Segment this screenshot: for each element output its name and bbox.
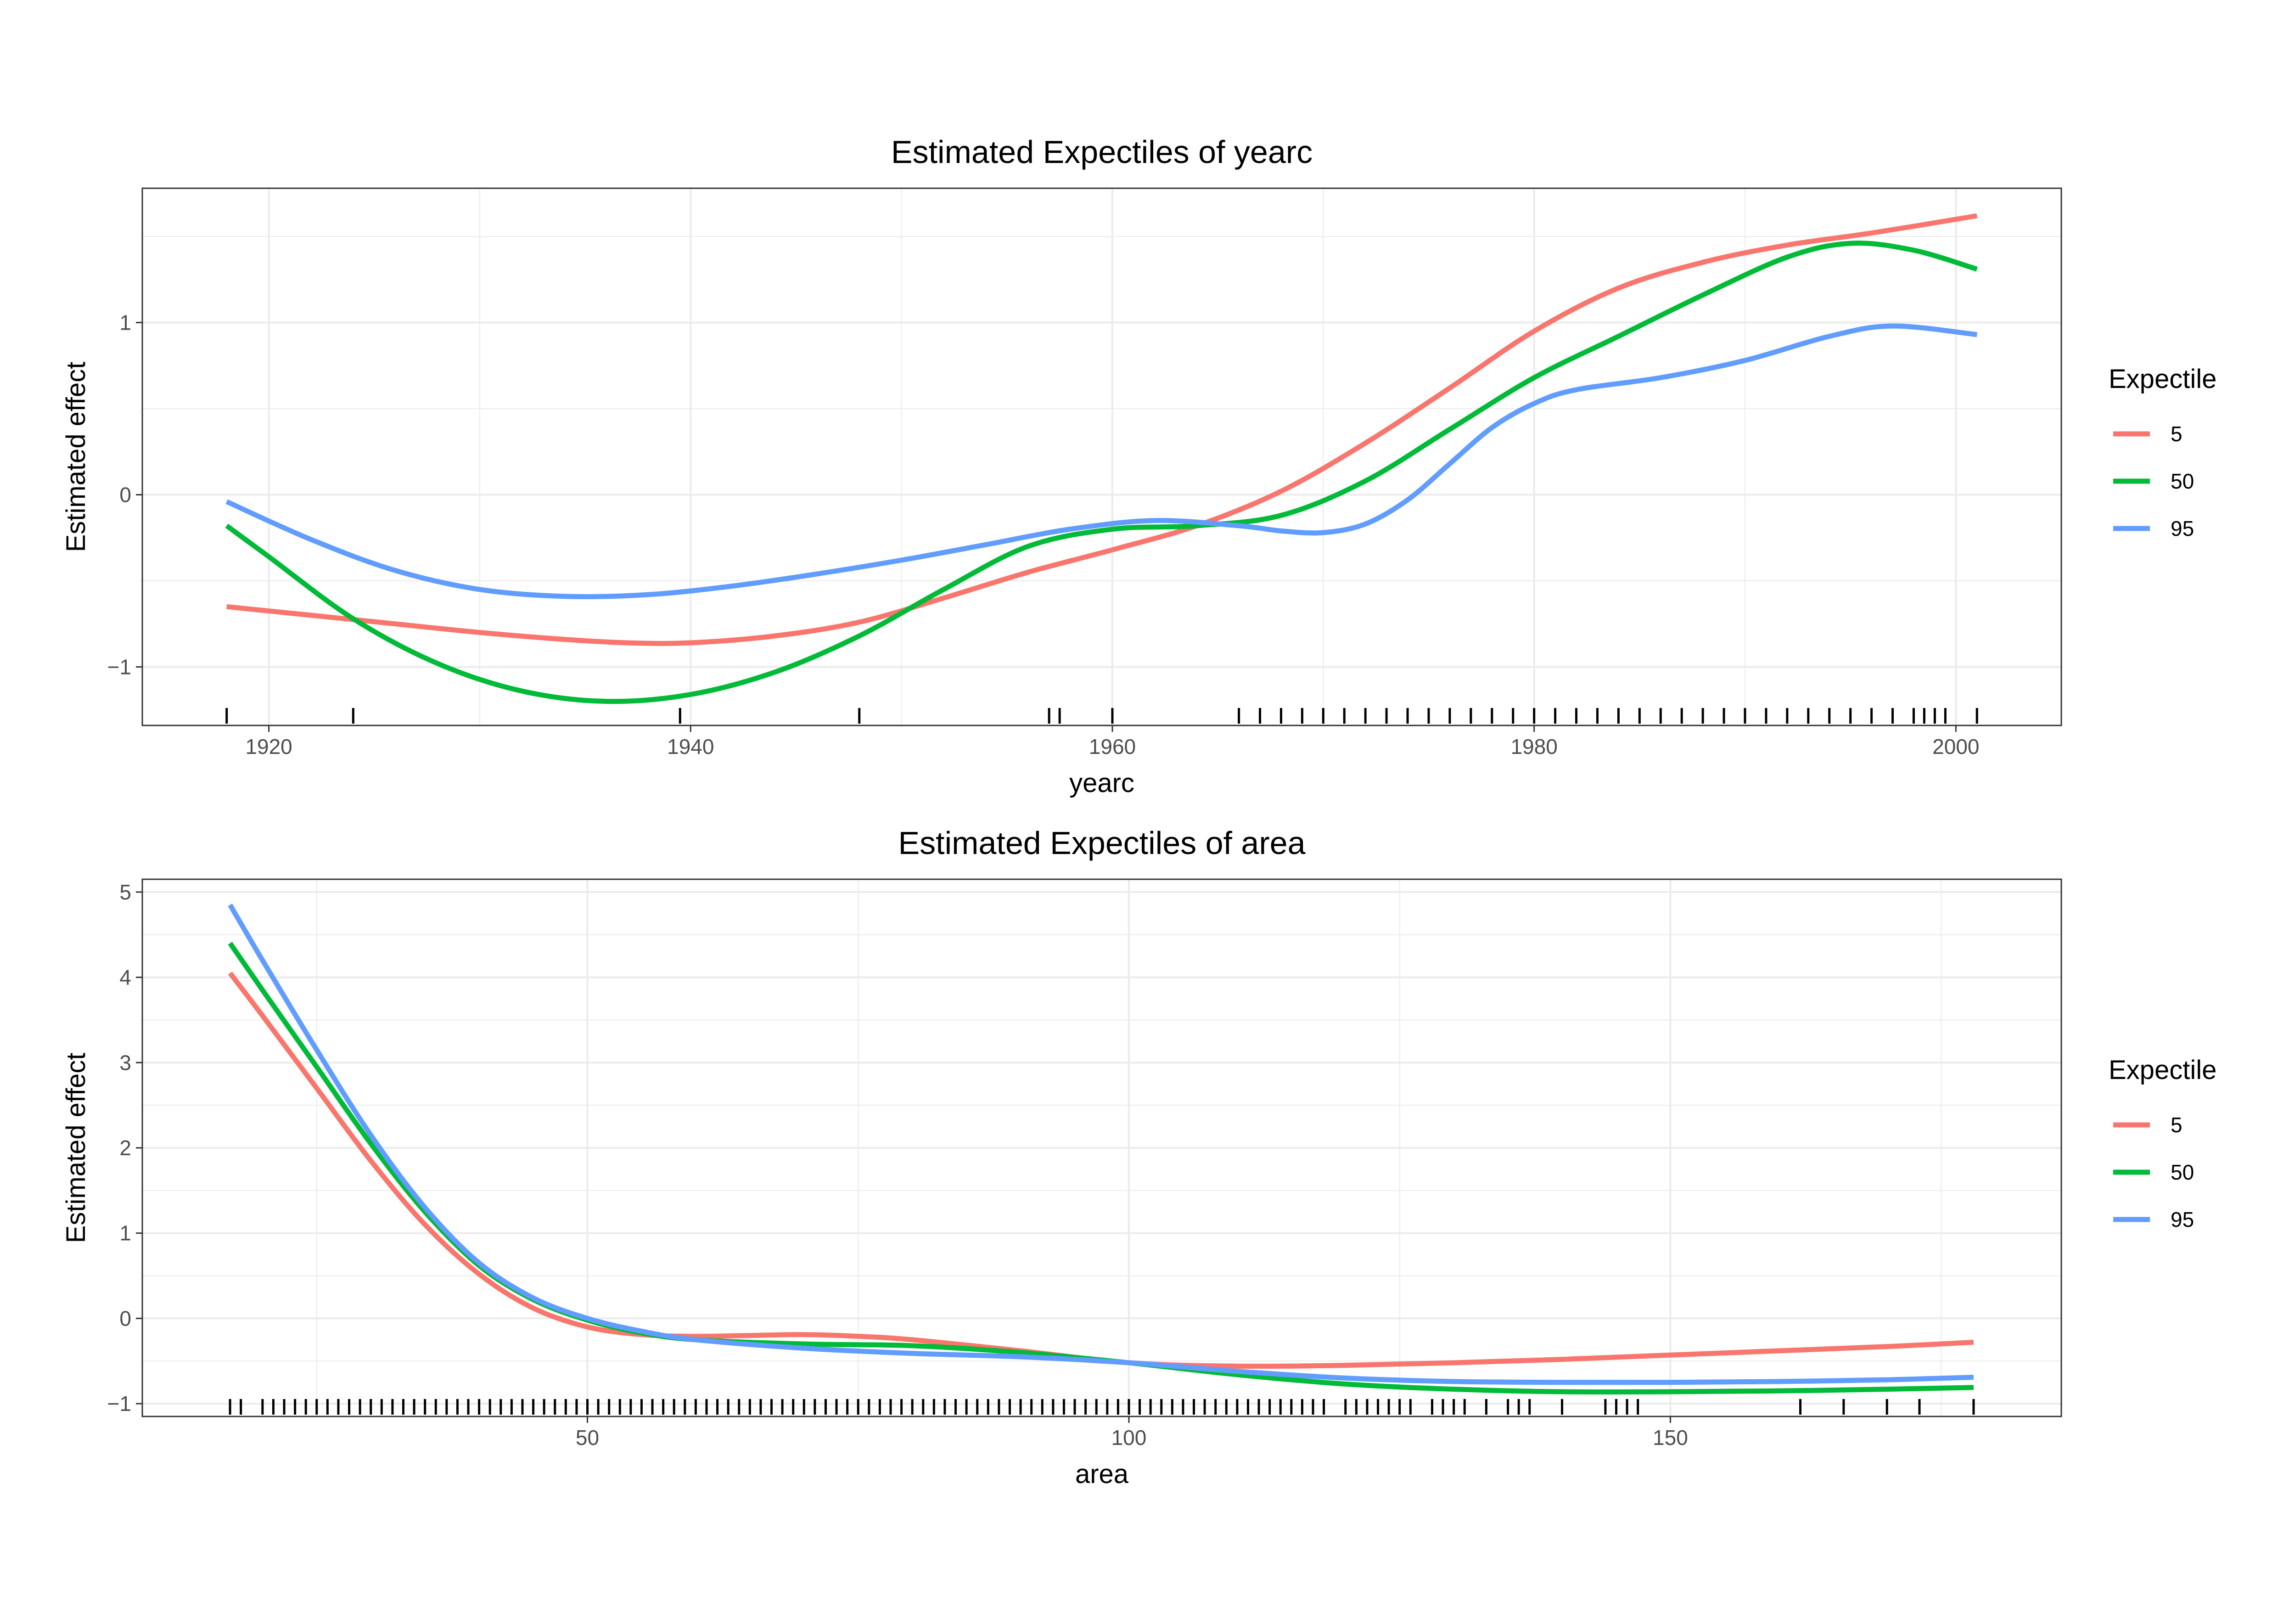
x-axis-title: area [1075, 1459, 1129, 1489]
chart-title: Estimated Expectiles of area [898, 825, 1305, 861]
y-tick-label: 0 [119, 483, 131, 507]
rug [225, 708, 1978, 724]
x-tick-label: 2000 [1932, 735, 1979, 759]
y-tick-label: 0 [119, 1306, 131, 1330]
chart-area: 50 100 150 −1 0 1 2 3 4 5 Estimated Expectiles of… [61, 825, 2216, 1489]
series-lines [228, 903, 1974, 1395]
legend-label-95: 95 [2171, 517, 2194, 540]
legend-title: Expectile [2109, 1055, 2216, 1085]
plot-background [142, 188, 2061, 725]
rug [229, 1399, 1975, 1415]
legend: Expectile 5 50 95 [2109, 1055, 2216, 1231]
plot-border [141, 187, 2062, 726]
series-line-50 [228, 942, 1974, 1395]
grid [142, 188, 2061, 725]
legend: Expectile 5 50 95 [2109, 364, 2216, 540]
chart-yearc: 1920 1940 1960 1980 2000 −1 0 1 Estimated Expec… [61, 134, 2216, 798]
x-tick-label: 1940 [667, 735, 714, 759]
y-tick-label: 3 [119, 1051, 131, 1074]
series-line-50 [225, 241, 1978, 704]
grid [142, 879, 2061, 1416]
y-axis-title: Estimated effect [61, 362, 91, 552]
y-tick-label: 4 [119, 966, 131, 989]
axes: 50 100 150 −1 0 1 2 3 4 5 [107, 880, 1688, 1450]
x-tick-label: 150 [1653, 1426, 1688, 1450]
y-tick-label: 1 [119, 311, 131, 335]
legend-title: Expectile [2109, 364, 2216, 394]
y-axis-title: Estimated effect [61, 1053, 91, 1243]
legend-label-95: 95 [2171, 1208, 2194, 1231]
y-tick-label: −1 [107, 655, 131, 679]
legend-label-50: 50 [2171, 1160, 2194, 1184]
x-tick-label: 1920 [245, 735, 292, 759]
series-line-5 [228, 971, 1974, 1369]
axes: 1920 1940 1960 1980 2000 −1 0 1 [107, 311, 1980, 759]
legend-label-5: 5 [2171, 1113, 2183, 1137]
legend-label-5: 5 [2171, 422, 2183, 446]
series-lines [225, 213, 1978, 704]
y-tick-label: 1 [119, 1221, 131, 1245]
x-tick-label: 1960 [1089, 735, 1136, 759]
legend-label-50: 50 [2171, 469, 2194, 493]
x-tick-label: 1980 [1510, 735, 1557, 759]
y-tick-label: 2 [119, 1136, 131, 1160]
series-line-95 [225, 323, 1977, 599]
y-tick-label: −1 [107, 1392, 131, 1416]
y-tick-label: 5 [119, 880, 131, 904]
series-line-95 [228, 903, 1974, 1385]
chart-title: Estimated Expectiles of yearc [891, 134, 1313, 170]
x-tick-label: 50 [576, 1426, 599, 1450]
x-tick-label: 100 [1111, 1426, 1147, 1450]
series-line-5 [226, 213, 1978, 646]
x-axis-title: yearc [1069, 768, 1134, 798]
